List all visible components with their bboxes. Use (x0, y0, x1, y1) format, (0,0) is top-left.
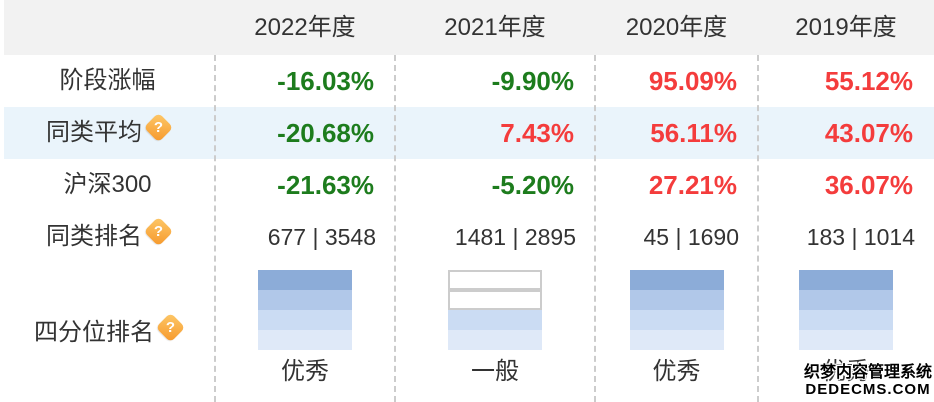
row-label-text: 同类排名 (46, 223, 142, 250)
header-spacer (0, 0, 215, 55)
quartile-band (629, 290, 724, 310)
quartile-band (258, 310, 352, 330)
rank-cell: 1481 | 2895 (454, 224, 576, 250)
watermark-line2: DEDECMS.COM (805, 381, 931, 398)
row-label: 四分位排名? (0, 263, 215, 402)
quartile-cell: 一般 (395, 263, 595, 402)
row-label-text: 沪深300 (63, 171, 152, 198)
value-cell: -9.90% (491, 66, 574, 96)
value-cell: -20.68% (277, 118, 374, 148)
quartile-bar (448, 270, 542, 350)
quartile-band (799, 290, 893, 310)
value-cell: 36.07% (824, 170, 913, 200)
value-cell: 56.11% (650, 118, 737, 148)
quartile-cell: 优秀 (595, 263, 758, 402)
quartile-band (799, 330, 893, 350)
quartile-label: 优秀 (822, 358, 870, 385)
value-cell: 7.43% (500, 118, 574, 148)
quartile-label: 优秀 (281, 358, 329, 385)
watermark-line1: 织梦内容管理系统 (803, 364, 932, 381)
quartile-band (629, 270, 724, 290)
column-divider (757, 55, 759, 402)
column-header: 2021年度 (444, 14, 546, 41)
quartile-band (448, 270, 542, 290)
quartile-band (448, 290, 542, 310)
value-cell: 95.09% (648, 66, 737, 96)
value-cell: -5.20% (491, 170, 574, 200)
row-label-text: 阶段涨幅 (59, 67, 156, 94)
row-label: 沪深300 (0, 159, 215, 211)
quartile-band (258, 270, 352, 290)
quartile-bar (629, 270, 724, 350)
row-label-text: 同类平均 (46, 119, 142, 146)
value-cell: 27.21% (648, 170, 737, 200)
column-divider (214, 55, 216, 402)
question-mark-glyph: ? (153, 223, 164, 240)
row-label: 同类排名? (0, 211, 215, 263)
row-label-text: 四分位排名 (34, 319, 154, 346)
question-mark-glyph: ? (153, 119, 164, 136)
quartile-bar (799, 270, 893, 350)
quartile-label: 优秀 (652, 358, 701, 385)
quartile-band (799, 310, 893, 330)
rank-cell: 45 | 1690 (643, 224, 739, 250)
quartile-band (448, 330, 542, 350)
column-header: 2022年度 (254, 14, 356, 41)
quartile-band (629, 310, 724, 330)
column-divider (594, 55, 596, 402)
quartile-label: 一般 (471, 358, 519, 385)
row-label: 阶段涨幅 (0, 55, 215, 107)
metric-row: 沪深300 -21.63% -5.20% 27.21% 36.07% (0, 159, 934, 211)
rank-cell: 677 | 3548 (267, 224, 376, 250)
quartile-band (799, 270, 893, 290)
rank-cell: 183 | 1014 (806, 224, 915, 250)
quartile-cell: 优秀 (215, 263, 395, 402)
quartile-bar (258, 270, 352, 350)
column-header: 2019年度 (795, 14, 897, 41)
quartile-band (629, 330, 724, 350)
value-cell: -16.03% (277, 66, 374, 96)
quartile-band (448, 310, 542, 330)
help-icon[interactable]: ? (143, 112, 174, 143)
quartile-band (258, 330, 352, 350)
help-icon[interactable]: ? (143, 216, 174, 247)
watermark: 织梦内容管理系统 DEDECMS.COM (804, 364, 932, 398)
metric-row: 同类平均? -20.68% 7.43% 56.11% 43.07% (0, 107, 934, 159)
value-cell: -21.63% (277, 170, 374, 200)
quartile-row: 四分位排名? 优秀 一般 优秀 优秀 (0, 263, 934, 402)
value-cell: 55.12% (824, 66, 913, 96)
column-header: 2020年度 (625, 14, 728, 41)
rank-row: 同类排名? 677 | 3548 1481 | 2895 45 | 1690 183 |… (0, 211, 934, 263)
metric-row: 阶段涨幅 -16.03% -9.90% 95.09% 55.12% (0, 55, 934, 107)
column-divider (394, 55, 396, 402)
quartile-band (258, 290, 352, 310)
value-cell: 43.07% (824, 118, 913, 148)
header-row: 2022年度 2021年度 2020年度 2019年度 (0, 0, 934, 55)
table-body: 阶段涨幅 -16.03% -9.90% 95.09% 55.12% 同类平均? -20.68… (0, 55, 934, 402)
help-icon[interactable]: ? (155, 312, 186, 343)
quartile-cell: 优秀 (758, 263, 934, 402)
row-label: 同类平均? (0, 107, 215, 159)
question-mark-glyph: ? (165, 319, 176, 336)
